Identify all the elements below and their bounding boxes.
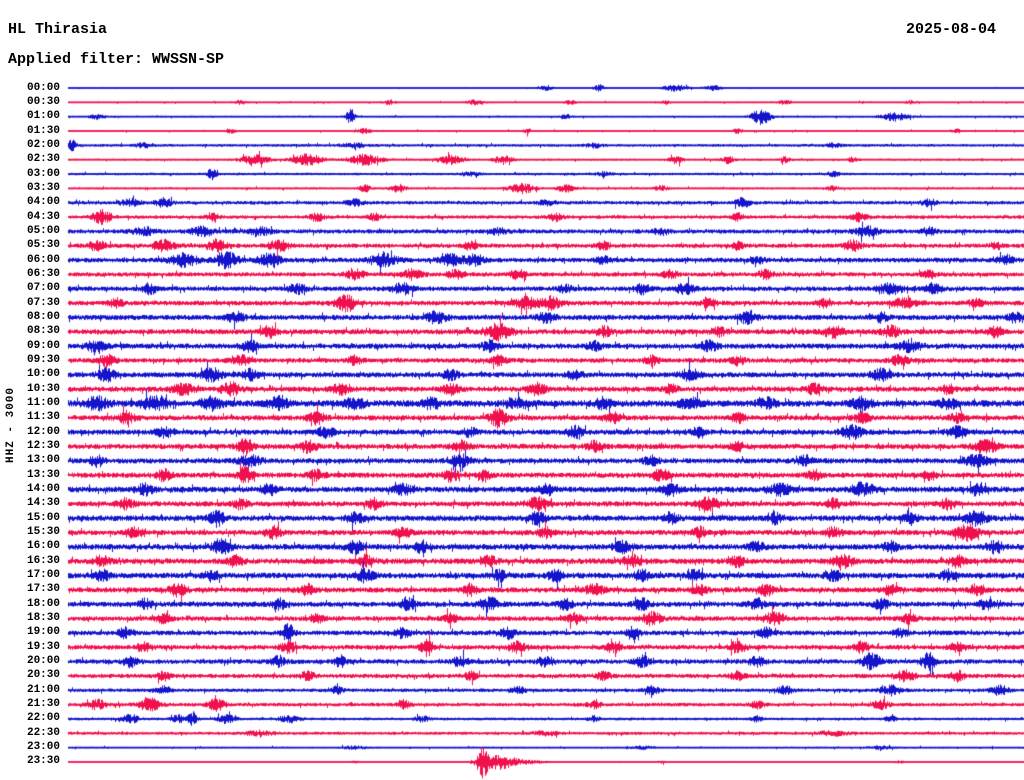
row-label: 19:30 xyxy=(26,640,60,653)
row-label: 08:00 xyxy=(26,310,60,323)
row-label: 12:00 xyxy=(26,425,60,438)
row-label: 07:00 xyxy=(26,282,60,295)
row-label: 01:30 xyxy=(26,124,60,137)
row-label: 10:00 xyxy=(26,368,60,381)
row-label: 03:00 xyxy=(26,167,60,180)
row-label: 19:00 xyxy=(26,626,60,639)
row-label: 21:30 xyxy=(26,698,60,711)
row-label: 13:30 xyxy=(26,468,60,481)
row-label: 23:00 xyxy=(26,741,60,754)
row-label: 14:30 xyxy=(26,497,60,510)
row-label: 16:30 xyxy=(26,554,60,567)
row-label: 09:00 xyxy=(26,339,60,352)
row-label: 04:30 xyxy=(26,210,60,223)
row-label: 13:00 xyxy=(26,454,60,467)
row-label: 07:30 xyxy=(26,296,60,309)
row-label: 06:30 xyxy=(26,267,60,280)
row-label: 23:30 xyxy=(26,755,60,768)
row-label: 04:00 xyxy=(26,196,60,209)
row-label: 03:30 xyxy=(26,181,60,194)
row-label: 16:00 xyxy=(26,540,60,553)
row-label: 02:30 xyxy=(26,153,60,166)
row-label: 20:00 xyxy=(26,655,60,668)
row-label: 12:30 xyxy=(26,440,60,452)
row-label: 21:00 xyxy=(26,683,60,696)
row-label: 15:30 xyxy=(26,526,60,539)
row-label: 15:00 xyxy=(26,511,60,524)
row-label: 22:00 xyxy=(26,712,60,725)
row-label: 14:00 xyxy=(26,483,60,496)
row-label: 17:30 xyxy=(26,583,60,596)
row-label: 02:00 xyxy=(26,138,60,151)
row-label: 09:30 xyxy=(26,353,60,366)
row-label: 00:00 xyxy=(26,81,60,94)
row-label: 01:00 xyxy=(26,110,60,123)
row-label: 11:30 xyxy=(26,411,60,424)
row-label: 17:00 xyxy=(26,569,60,582)
row-label: 06:00 xyxy=(26,253,60,266)
row-label: 10:30 xyxy=(26,382,60,395)
row-label: 08:30 xyxy=(26,325,60,338)
row-label: 00:30 xyxy=(26,95,60,108)
row-label: 20:30 xyxy=(26,669,60,682)
row-label: 05:30 xyxy=(26,239,60,252)
row-label: 18:00 xyxy=(26,597,60,610)
row-label: 05:00 xyxy=(26,224,60,237)
row-label: 22:30 xyxy=(26,726,60,739)
row-label: 11:00 xyxy=(26,396,60,409)
row-label: 18:30 xyxy=(26,612,60,625)
